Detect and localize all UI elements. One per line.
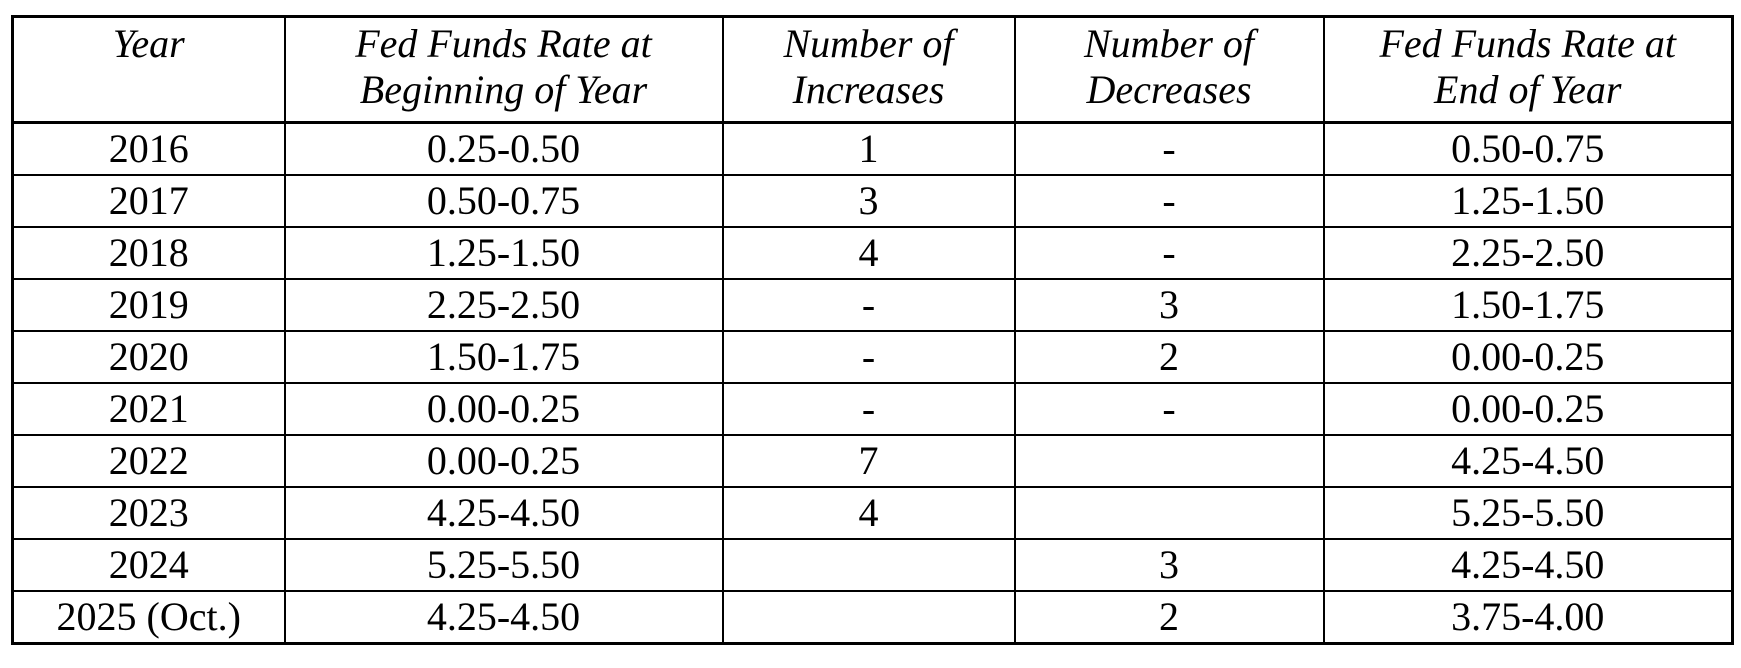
header-cell-increases: Number of Increases — [721, 15, 1016, 124]
cell-increases: 3 — [721, 174, 1016, 228]
table-row: 2021 0.00-0.25- -0.00-0.25 — [11, 382, 1734, 436]
cell-year: 2024 — [11, 538, 286, 592]
table-row: 2022 0.00-0.25 7 4.25-4.50 — [11, 434, 1734, 488]
cell-decreases: 3 — [1013, 538, 1325, 592]
table-row: 2017 0.50-0.75 3-1.25-1.50 — [11, 174, 1734, 228]
cell-decreases — [1013, 434, 1325, 488]
cell-increases: - — [721, 330, 1016, 384]
cell-end-rate: 3.75-4.00 — [1322, 590, 1734, 645]
cell-year: 2019 — [11, 278, 286, 332]
table-row: 2024 5.25-5.50 3 4.25-4.50 — [11, 538, 1734, 592]
header-end-rate-line2: End of Year — [1434, 67, 1622, 112]
cell-decreases: - — [1013, 382, 1325, 436]
cell-year: 2022 — [11, 434, 286, 488]
cell-begin-rate: 0.50-0.75 — [283, 174, 724, 228]
cell-begin-rate: 1.50-1.75 — [283, 330, 724, 384]
cell-decreases: - — [1013, 174, 1325, 228]
cell-begin-rate: 0.00-0.25 — [283, 382, 724, 436]
cell-increases: 4 — [721, 226, 1016, 280]
cell-year: 2023 — [11, 486, 286, 540]
cell-begin-rate: 4.25-4.50 — [283, 590, 724, 645]
cell-end-rate: 4.25-4.50 — [1322, 434, 1734, 488]
cell-year: 2020 — [11, 330, 286, 384]
cell-year: 2018 — [11, 226, 286, 280]
header-decreases-line2: Decreases — [1086, 67, 1252, 112]
header-cell-year: Year — [11, 15, 286, 124]
header-begin-rate-line1: Fed Funds Rate at — [355, 21, 652, 66]
cell-year: 2017 — [11, 174, 286, 228]
header-cell-begin-rate: Fed Funds Rate at Beginning of Year — [283, 15, 724, 124]
cell-end-rate: 1.50-1.75 — [1322, 278, 1734, 332]
cell-begin-rate: 0.25-0.50 — [283, 121, 724, 176]
cell-end-rate: 0.50-0.75 — [1322, 121, 1734, 176]
header-row: Year Fed Funds Rate at Beginning of Year… — [11, 15, 1734, 124]
cell-increases: 1 — [721, 121, 1016, 176]
cell-increases: 4 — [721, 486, 1016, 540]
cell-decreases — [1013, 486, 1325, 540]
cell-end-rate: 5.25-5.50 — [1322, 486, 1734, 540]
table-row: 2020 1.50-1.75-2 0.00-0.25 — [11, 330, 1734, 384]
table-row: 2016 0.25-0.50 1-0.50-0.75 — [11, 121, 1734, 176]
header-decreases-line1: Number of — [1084, 21, 1254, 66]
cell-begin-rate: 2.25-2.50 — [283, 278, 724, 332]
fed-funds-rate-table: Year Fed Funds Rate at Beginning of Year… — [11, 15, 1734, 645]
cell-end-rate: 0.00-0.25 — [1322, 382, 1734, 436]
cell-decreases: 2 — [1013, 330, 1325, 384]
cell-begin-rate: 5.25-5.50 — [283, 538, 724, 592]
header-increases-line1: Number of — [783, 21, 954, 66]
cell-decreases: - — [1013, 121, 1325, 176]
cell-increases: 7 — [721, 434, 1016, 488]
cell-year: 2025 (Oct.) — [11, 590, 286, 645]
table-row: 2019 2.25-2.50-3 1.50-1.75 — [11, 278, 1734, 332]
table-row: 2025 (Oct.) 4.25-4.50 2 3.75-4.00 — [11, 590, 1734, 645]
header-year-line1: Year — [112, 21, 185, 66]
cell-year: 2016 — [11, 121, 286, 176]
cell-begin-rate: 0.00-0.25 — [283, 434, 724, 488]
cell-end-rate: 4.25-4.50 — [1322, 538, 1734, 592]
cell-increases — [721, 538, 1016, 592]
cell-year: 2021 — [11, 382, 286, 436]
header-begin-rate-line2: Beginning of Year — [359, 67, 648, 112]
cell-decreases: - — [1013, 226, 1325, 280]
cell-increases — [721, 590, 1016, 645]
cell-increases: - — [721, 278, 1016, 332]
header-end-rate-line1: Fed Funds Rate at — [1379, 21, 1677, 66]
header-cell-end-rate: Fed Funds Rate at End of Year — [1322, 15, 1734, 124]
table-body: 2016 0.25-0.50 1-0.50-0.75 2017 0.50-0.75 3-1… — [11, 121, 1734, 645]
cell-begin-rate: 1.25-1.50 — [283, 226, 724, 280]
cell-end-rate: 1.25-1.50 — [1322, 174, 1734, 228]
fed-funds-table-container: Year Fed Funds Rate at Beginning of Year… — [11, 15, 1734, 645]
cell-decreases: 2 — [1013, 590, 1325, 645]
cell-decreases: 3 — [1013, 278, 1325, 332]
table-header: Year Fed Funds Rate at Beginning of Year… — [11, 15, 1734, 124]
cell-end-rate: 2.25-2.50 — [1322, 226, 1734, 280]
cell-end-rate: 0.00-0.25 — [1322, 330, 1734, 384]
header-cell-decreases: Number of Decreases — [1013, 15, 1325, 124]
cell-increases: - — [721, 382, 1016, 436]
table-row: 2023 4.25-4.50 4 5.25-5.50 — [11, 486, 1734, 540]
header-increases-line2: Increases — [792, 67, 945, 112]
table-row: 2018 1.25-1.50 4-2.25-2.50 — [11, 226, 1734, 280]
cell-begin-rate: 4.25-4.50 — [283, 486, 724, 540]
